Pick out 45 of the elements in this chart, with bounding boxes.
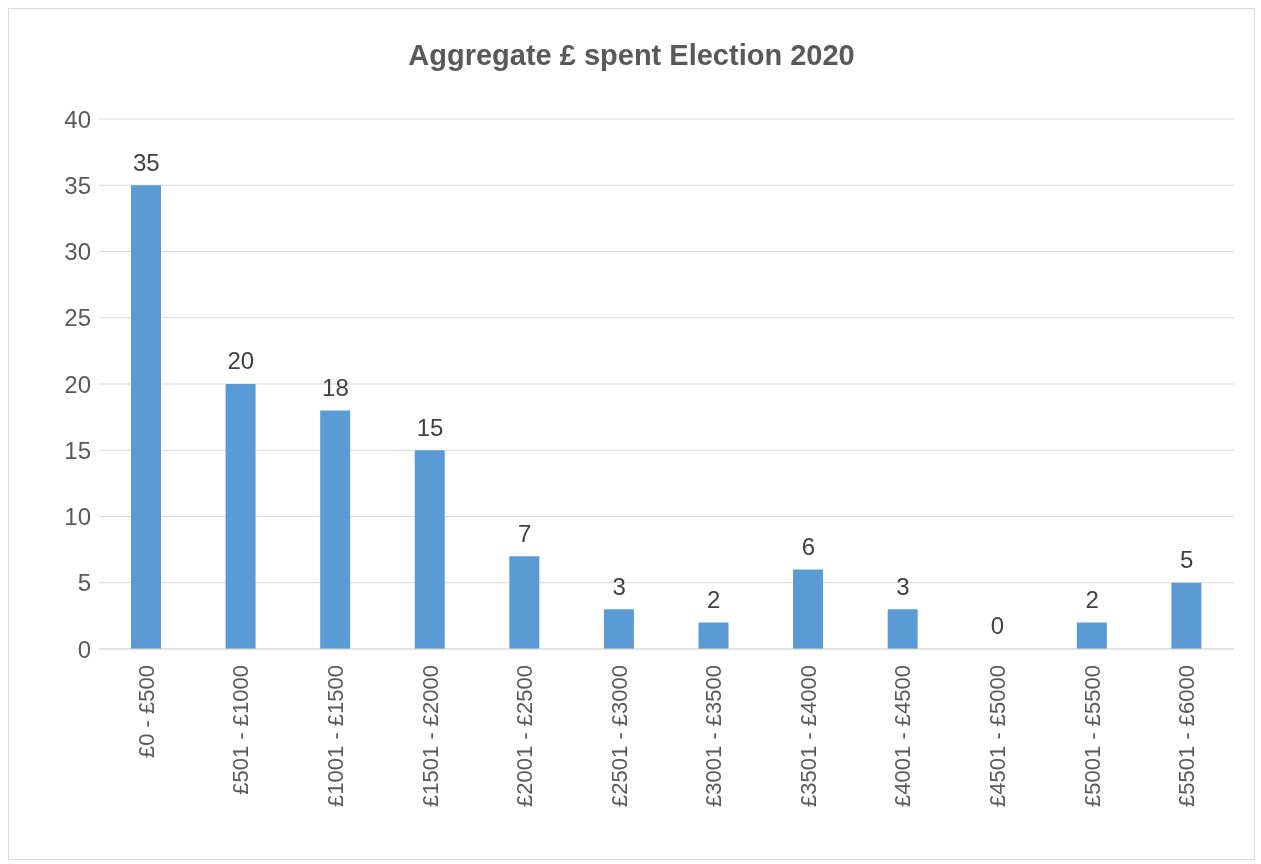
x-tick-label: £501 - £1000 — [228, 665, 254, 795]
data-label: 18 — [322, 373, 349, 401]
x-tick-label: £5001 - £5500 — [1079, 665, 1105, 807]
data-label: 3 — [896, 572, 910, 600]
data-label: 2 — [1085, 585, 1099, 613]
x-tick-label: £1001 - £1500 — [322, 665, 348, 807]
x-tick-label: £3501 - £4000 — [795, 665, 821, 807]
y-tick-label: 35 — [64, 171, 91, 199]
x-tick-label: £0 - £500 — [133, 665, 159, 758]
y-tick-label: 5 — [77, 569, 91, 597]
y-tick-label: 15 — [64, 436, 91, 464]
data-label: 6 — [801, 532, 816, 560]
data-label: 7 — [517, 519, 532, 547]
y-tick-label: 0 — [77, 635, 91, 663]
bar — [793, 569, 824, 649]
x-tick-label: £4501 - £5000 — [985, 665, 1011, 807]
chart-title: Aggregate £ spent Election 2020 — [407, 38, 856, 73]
x-tick-label: £4001 - £4500 — [890, 665, 916, 807]
x-tick-label: £3001 - £3500 — [701, 665, 727, 807]
data-label: 0 — [990, 612, 1005, 640]
bar — [131, 185, 161, 649]
bar — [1171, 582, 1202, 649]
y-tick-label: 10 — [64, 503, 91, 531]
bar — [887, 609, 918, 649]
bar — [414, 450, 445, 649]
y-tick-label: 25 — [64, 304, 91, 332]
bar — [1076, 622, 1107, 649]
bar — [603, 609, 634, 649]
bar — [509, 556, 540, 649]
y-tick-label: 30 — [64, 238, 91, 266]
x-tick-label: £5501 - £6000 — [1174, 665, 1200, 807]
y-tick-label: 40 — [64, 105, 91, 133]
data-label: 2 — [707, 585, 721, 613]
x-tick-label: £2501 - £3000 — [606, 665, 632, 807]
bar — [225, 384, 256, 649]
data-label: 35 — [132, 148, 160, 176]
data-label: 3 — [612, 572, 626, 600]
x-tick-label: £1501 - £2000 — [417, 665, 443, 807]
x-tick-label: £2001 - £2500 — [512, 665, 538, 807]
bar — [320, 410, 351, 649]
data-label: 5 — [1180, 546, 1194, 574]
data-label: 20 — [227, 347, 255, 375]
bar — [698, 622, 729, 649]
y-tick-label: 20 — [64, 370, 91, 398]
data-label: 15 — [416, 413, 444, 441]
